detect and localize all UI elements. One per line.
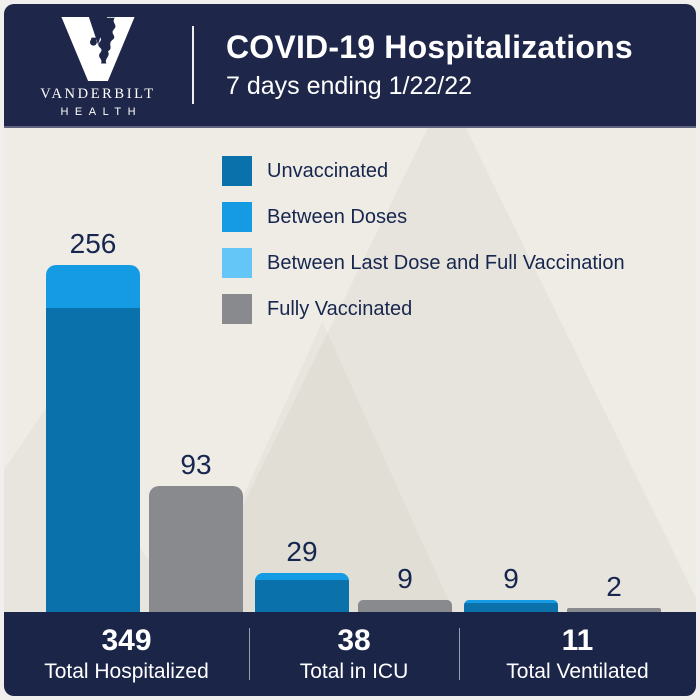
bar xyxy=(46,265,140,612)
bar-segment-fully-vaccinated xyxy=(567,608,661,612)
infographic-card: VANDERBILT HEALTH COVID-19 Hospitalizati… xyxy=(4,4,696,696)
bar-group-total-in-icu-2: 29 xyxy=(255,538,349,612)
bar-value-label: 2 xyxy=(606,571,622,602)
bar xyxy=(149,486,243,612)
chart-area: Unvaccinated Between Doses Between Last Do… xyxy=(4,128,696,612)
page-subtitle: 7 days ending 1/22/22 xyxy=(226,72,473,100)
summary-footer: 349 Total Hospitalized 38 Total in ICU 11 Tot… xyxy=(4,612,696,696)
vanderbilt-brand: VANDERBILT HEALTH xyxy=(4,13,192,118)
stat-label: Total in ICU xyxy=(299,660,409,683)
header: VANDERBILT HEALTH COVID-19 Hospitalizati… xyxy=(4,4,696,128)
bar-segment-unvaccinated xyxy=(46,308,140,612)
legend-label: Unvaccinated xyxy=(267,159,389,182)
bar-segment-unvaccinated xyxy=(464,603,558,612)
legend-item-between-last-dose-and-full-vaccination: Between Last Dose and Full Vaccination xyxy=(222,248,625,278)
legend-item-between-doses: Between Doses xyxy=(222,202,625,232)
bar-group-total-hospitalized-0: 256 xyxy=(46,230,140,612)
brand-subname: HEALTH xyxy=(60,105,143,118)
bar xyxy=(464,600,558,612)
bar-group-total-ventilated-5: 2 xyxy=(567,573,661,612)
bar-segment-fully-vaccinated xyxy=(149,486,243,612)
unvaccinated-swatch-icon xyxy=(222,156,252,186)
bar-value-label: 93 xyxy=(180,449,212,480)
stat-value: 38 xyxy=(337,624,371,657)
brand-name: VANDERBILT xyxy=(40,85,156,102)
bar-value-label: 9 xyxy=(397,563,413,594)
stat-total-ventilated: 11 Total Ventilated xyxy=(459,612,696,696)
legend-item-fully-vaccinated: Fully Vaccinated xyxy=(222,294,625,324)
bar xyxy=(358,600,452,612)
header-titles: COVID-19 Hospitalizations 7 days ending … xyxy=(194,29,633,101)
bar-group-total-hospitalized-1: 93 xyxy=(149,451,243,612)
stat-total-in-icu: 38 Total in ICU xyxy=(249,612,459,696)
page-title: COVID-19 Hospitalizations xyxy=(226,29,633,65)
bar-group-total-ventilated-4: 9 xyxy=(464,565,558,612)
stat-total-hospitalized: 349 Total Hospitalized xyxy=(4,612,249,696)
bar-segment-fully-vaccinated xyxy=(358,600,452,612)
legend-item-unvaccinated: Unvaccinated xyxy=(222,156,625,186)
stat-value: 349 xyxy=(101,624,152,657)
between-last-dose-and-full-vaccination-swatch-icon xyxy=(222,248,252,278)
bar xyxy=(255,573,349,612)
legend-label: Between Last Dose and Full Vaccination xyxy=(267,251,625,274)
bar-value-label: 29 xyxy=(286,536,318,567)
bar-value-label: 256 xyxy=(69,228,117,259)
bar-group-total-in-icu-3: 9 xyxy=(358,565,452,612)
bar xyxy=(567,608,661,612)
stat-label: Total Ventilated xyxy=(506,660,649,683)
header-divider xyxy=(192,26,194,104)
legend-label: Between Doses xyxy=(267,205,408,228)
between-doses-swatch-icon xyxy=(222,202,252,232)
vanderbilt-v-logo-icon xyxy=(61,16,135,81)
bar-value-label: 9 xyxy=(503,563,519,594)
stat-value: 11 xyxy=(561,624,594,657)
fully-vaccinated-swatch-icon xyxy=(222,294,252,324)
bar-segment-unvaccinated xyxy=(255,580,349,612)
stat-label: Total Hospitalized xyxy=(44,660,209,683)
bar-segment-between-doses xyxy=(464,600,558,603)
bar-chart: 256 93 29 9 9 2 xyxy=(46,230,661,612)
bar-segment-between-doses xyxy=(255,573,349,580)
chart-legend: Unvaccinated Between Doses Between Last Do… xyxy=(222,156,625,324)
bar-segment-between-doses xyxy=(46,265,140,308)
legend-label: Fully Vaccinated xyxy=(267,297,413,320)
